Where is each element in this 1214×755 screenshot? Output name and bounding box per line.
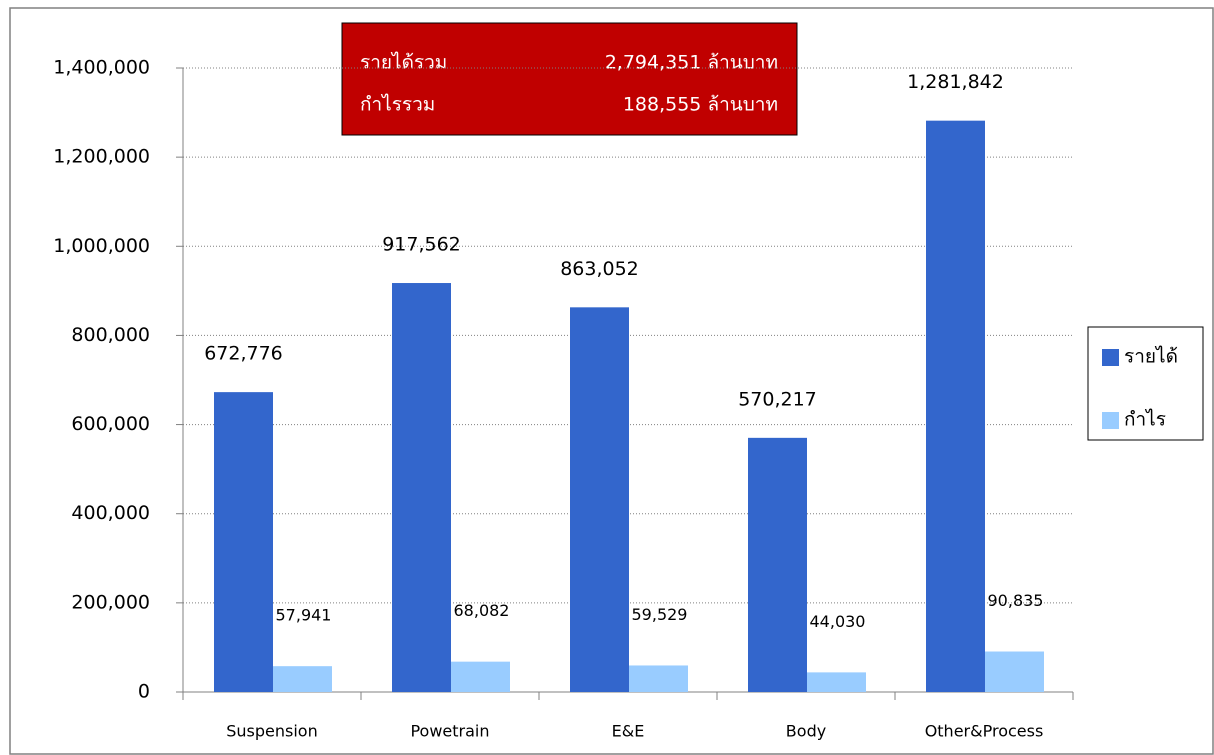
legend-label: กำไร bbox=[1124, 409, 1166, 431]
bar bbox=[629, 665, 688, 692]
data-label: 672,776 bbox=[204, 343, 283, 365]
data-label: 917,562 bbox=[382, 234, 461, 256]
y-tick-label: 200,000 bbox=[71, 591, 150, 613]
annotation-label: กำไรรวม bbox=[360, 94, 435, 116]
chart-border bbox=[9, 7, 1214, 755]
annotation-label: รายได้รวม bbox=[360, 52, 447, 74]
legend-swatch bbox=[1102, 349, 1119, 366]
bar bbox=[570, 307, 629, 692]
x-tick-label: Suspension bbox=[226, 722, 317, 741]
x-tick-label: Powetrain bbox=[410, 722, 489, 741]
legend-swatch bbox=[1102, 412, 1119, 429]
annotation-value: 2,794,351 ล้านบาท bbox=[605, 52, 778, 74]
y-tick-label: 600,000 bbox=[71, 413, 150, 435]
bar bbox=[392, 283, 451, 692]
y-tick-label: 1,000,000 bbox=[53, 235, 150, 257]
bar bbox=[807, 672, 866, 692]
bar bbox=[451, 661, 510, 692]
data-label: 1,281,842 bbox=[907, 71, 1004, 93]
data-label: 90,835 bbox=[988, 591, 1044, 610]
bar bbox=[985, 651, 1044, 692]
legend-label: รายได้ bbox=[1124, 346, 1178, 368]
bar bbox=[926, 120, 985, 692]
y-tick-label: 1,200,000 bbox=[53, 146, 150, 168]
bar bbox=[214, 392, 273, 692]
data-label: 68,082 bbox=[454, 601, 510, 620]
y-tick-label: 400,000 bbox=[71, 502, 150, 524]
bar bbox=[273, 666, 332, 692]
data-label: 57,941 bbox=[276, 606, 332, 625]
x-tick-label: Other&Process bbox=[925, 722, 1044, 741]
bar bbox=[748, 437, 807, 692]
data-label: 863,052 bbox=[560, 258, 639, 280]
x-tick-label: Body bbox=[786, 722, 826, 741]
data-label: 59,529 bbox=[632, 605, 688, 624]
x-tick-label: E&E bbox=[612, 722, 645, 741]
y-tick-label: 800,000 bbox=[71, 324, 150, 346]
data-label: 570,217 bbox=[738, 388, 817, 410]
y-tick-label: 1,400,000 bbox=[53, 57, 150, 79]
y-tick-label: 0 bbox=[138, 681, 150, 703]
data-label: 44,030 bbox=[810, 612, 866, 631]
annotation-box bbox=[341, 22, 798, 136]
annotation-value: 188,555 ล้านบาท bbox=[623, 94, 778, 116]
